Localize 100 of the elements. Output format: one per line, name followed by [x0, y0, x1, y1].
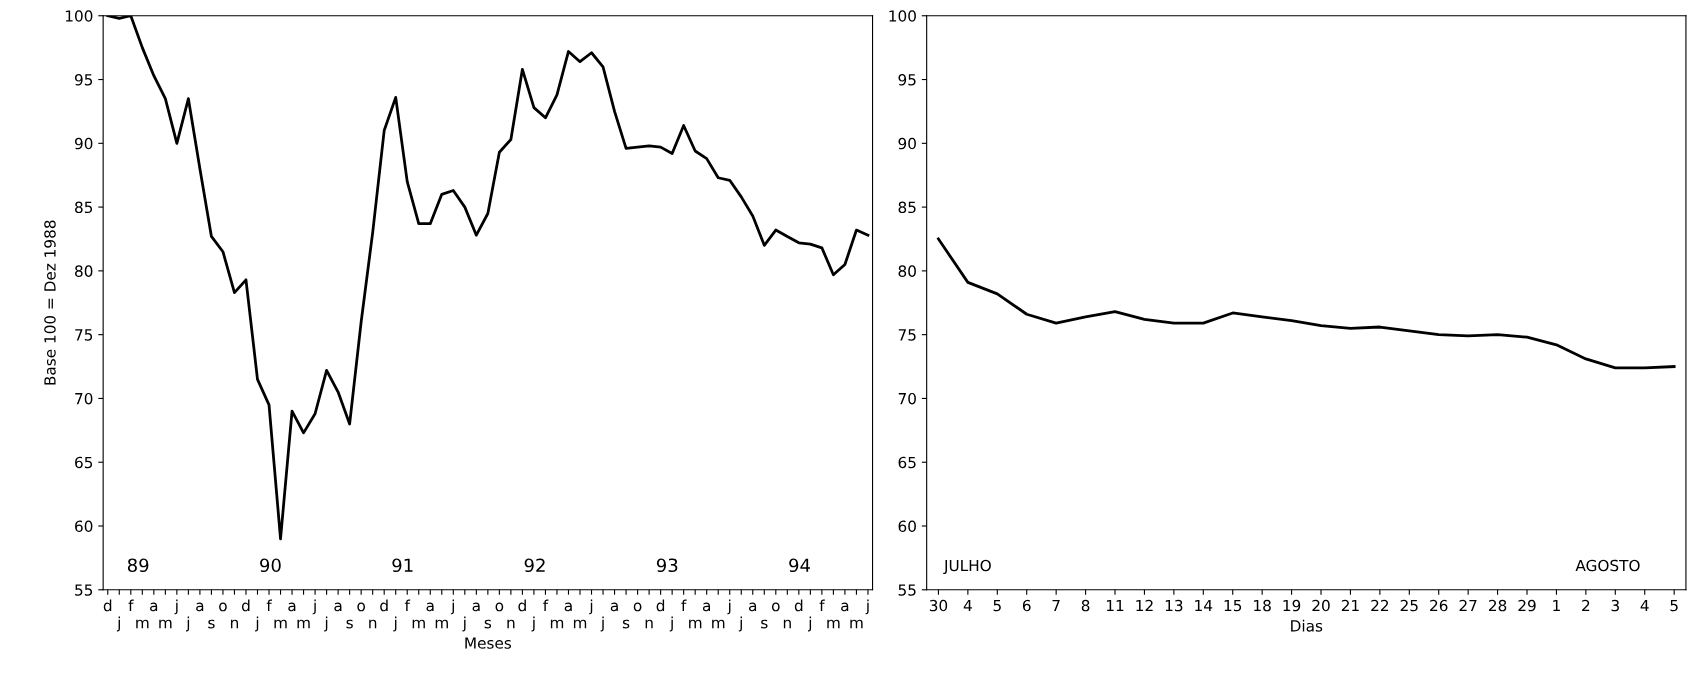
x-tick-label: m: [689, 619, 702, 629]
x-tick-label: 5: [1670, 599, 1678, 612]
x-tick-label: 11: [1106, 599, 1124, 612]
x-tick-label: 20: [1312, 599, 1330, 612]
x-tick-label: 5: [993, 599, 1001, 612]
x-tick-label: j: [174, 599, 178, 615]
x-tick-label: 4: [1640, 599, 1649, 612]
x-tick-label: a: [150, 602, 158, 612]
x-tick-label: n: [645, 619, 653, 629]
x-tick-label: j: [324, 616, 328, 632]
x-tick-label: j: [185, 616, 190, 632]
x-tick-label: 1: [1553, 599, 1560, 612]
x-tick-label: a: [749, 602, 757, 612]
x-tick-label: d: [103, 599, 112, 612]
x-tick-label: m: [136, 619, 149, 629]
annotation: 90: [260, 558, 281, 573]
x-tick-label: 25: [1400, 599, 1418, 612]
x-tick-label: 19: [1283, 599, 1301, 612]
x-tick-label: o: [495, 602, 504, 612]
x-tick-label: j: [393, 616, 397, 632]
y-tick-label: 80: [898, 265, 916, 277]
x-tick-label: m: [412, 619, 425, 629]
x-tick-label: n: [507, 619, 515, 629]
x-tick-label: d: [380, 599, 388, 612]
x-tick-label: 22: [1371, 599, 1389, 612]
y-tick-label: 95: [898, 74, 916, 86]
x-tick-label: j: [807, 616, 812, 632]
x-tick-label: f: [819, 599, 825, 612]
x-tick-label: m: [435, 619, 448, 629]
x-tick-label: d: [794, 599, 803, 612]
x-tick-label: j: [865, 599, 869, 615]
x-tick-label: n: [369, 619, 377, 629]
x-tick-label: j: [116, 616, 120, 632]
y-tick-label: 85: [75, 201, 93, 214]
x-tick-label: m: [573, 619, 587, 629]
x-tick-label: s: [346, 619, 353, 629]
x-tick-label: 26: [1430, 599, 1448, 612]
line-series: [937, 237, 1676, 370]
x-tick-label: m: [712, 619, 725, 629]
x-tick-label: j: [600, 616, 604, 632]
x-tick-label: a: [426, 602, 434, 612]
annotation: 92: [524, 558, 545, 573]
x-tick-label: a: [564, 602, 572, 612]
x-tick-label: 29: [1518, 599, 1536, 612]
x-tick-label: 21: [1341, 599, 1359, 612]
y-tick-label: 100: [65, 10, 93, 22]
x-tick-label: m: [297, 619, 310, 629]
x-tick-label: s: [484, 619, 492, 629]
x-tick-label: a: [702, 602, 710, 612]
x-tick-label: n: [783, 619, 791, 629]
x-tick-label: o: [771, 602, 780, 612]
x-tick-label: n: [231, 619, 238, 629]
x-tick-label: a: [196, 602, 204, 612]
y-tick-label: 65: [898, 456, 916, 469]
y-tick-label: 70: [898, 392, 916, 405]
y-tick-label: 75: [75, 329, 93, 341]
x-tick-label: 7: [1052, 599, 1060, 612]
x-tick-label: 14: [1195, 599, 1213, 612]
x-tick-label: j: [738, 616, 742, 632]
x-tick-label: 3: [1611, 599, 1619, 612]
x-tick-label: a: [610, 602, 618, 612]
x-tick-label: 4: [963, 599, 972, 612]
x-tick-label: j: [312, 599, 316, 615]
x-tick-label: 12: [1136, 599, 1153, 612]
x-tick-label: m: [827, 619, 840, 629]
x-tick-label: a: [841, 602, 849, 612]
x-tick-label: j: [462, 616, 466, 632]
x-axis-title: Meses: [465, 637, 512, 649]
annotation: AGOSTO: [1575, 559, 1640, 572]
x-tick-label: o: [633, 602, 642, 612]
x-tick-label: a: [288, 602, 296, 612]
x-tick-label: a: [472, 602, 480, 612]
y-tick-label: 70: [75, 392, 93, 405]
y-tick-label: 60: [898, 520, 916, 533]
x-tick-label: d: [656, 599, 665, 612]
y-tick-label: 75: [898, 329, 916, 341]
y-tick-label: 90: [898, 137, 916, 150]
annotation: 89: [127, 558, 149, 573]
x-tick-label: 13: [1165, 599, 1183, 612]
x-tick-label: f: [128, 599, 134, 612]
x-tick-label: a: [334, 602, 342, 612]
annotation: 91: [392, 558, 413, 573]
y-tick-label: 85: [898, 201, 916, 214]
y-tick-label: 55: [75, 584, 93, 596]
x-tick-label: j: [727, 599, 731, 615]
x-tick-label: f: [404, 599, 411, 612]
x-tick-label: 15: [1224, 599, 1242, 612]
x-tick-label: o: [219, 602, 227, 612]
x-tick-label: m: [159, 619, 172, 629]
y-tick-label: 65: [75, 456, 93, 469]
x-tick-label: 28: [1488, 599, 1507, 612]
x-tick-label: 6: [1022, 599, 1031, 612]
x-tick-label: 2: [1582, 599, 1590, 612]
x-tick-label: 18: [1254, 599, 1271, 612]
annotation: JULHO: [943, 559, 991, 575]
y-tick-label: 95: [74, 74, 93, 86]
x-tick-label: j: [531, 616, 535, 632]
y-tick-label: 100: [889, 10, 916, 22]
x-tick-label: f: [543, 599, 549, 612]
x-tick-label: m: [274, 619, 287, 629]
